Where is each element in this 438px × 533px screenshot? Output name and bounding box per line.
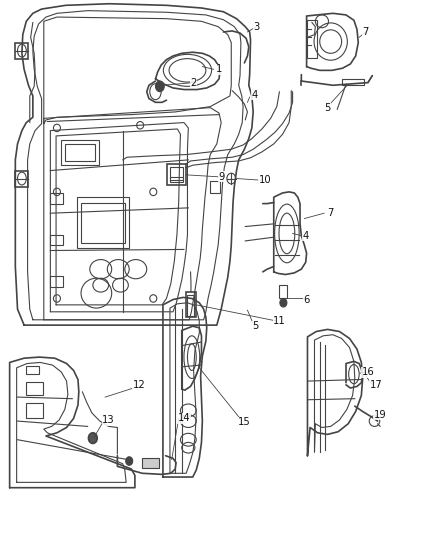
Bar: [26, 382, 43, 395]
Text: 4: 4: [252, 90, 258, 100]
Bar: [186, 292, 196, 317]
Text: 6: 6: [304, 295, 310, 304]
Bar: [187, 295, 194, 316]
Text: 1: 1: [216, 64, 222, 74]
Text: 12: 12: [133, 380, 146, 390]
Bar: [142, 458, 159, 468]
Bar: [167, 164, 186, 185]
Text: 5: 5: [325, 103, 331, 112]
Bar: [279, 285, 287, 298]
Bar: [170, 167, 183, 182]
Ellipse shape: [126, 457, 133, 465]
Bar: [50, 276, 63, 287]
Text: 14: 14: [178, 414, 190, 423]
Text: 15: 15: [238, 417, 251, 427]
Text: 13: 13: [102, 415, 115, 425]
Text: 7: 7: [328, 208, 334, 218]
Bar: [26, 366, 39, 374]
Text: 16: 16: [361, 367, 374, 377]
Bar: [50, 235, 63, 245]
Ellipse shape: [155, 81, 164, 92]
Text: 19: 19: [374, 410, 387, 419]
Text: 7: 7: [363, 27, 369, 37]
Text: 9: 9: [218, 172, 224, 182]
Bar: [81, 203, 125, 243]
Bar: [65, 144, 95, 161]
Text: 11: 11: [273, 316, 286, 326]
Ellipse shape: [88, 433, 97, 443]
Text: 5: 5: [252, 321, 258, 331]
Text: 10: 10: [259, 175, 271, 185]
Bar: [50, 193, 63, 204]
Bar: [26, 403, 43, 418]
Text: 3: 3: [253, 22, 259, 31]
Text: 17: 17: [369, 380, 382, 390]
Text: 2: 2: [191, 78, 197, 87]
Bar: [342, 79, 364, 85]
Ellipse shape: [280, 298, 287, 307]
Bar: [61, 140, 99, 165]
Bar: [210, 181, 220, 193]
Bar: [307, 20, 317, 58]
Bar: [77, 197, 129, 248]
Text: 4: 4: [303, 231, 309, 240]
